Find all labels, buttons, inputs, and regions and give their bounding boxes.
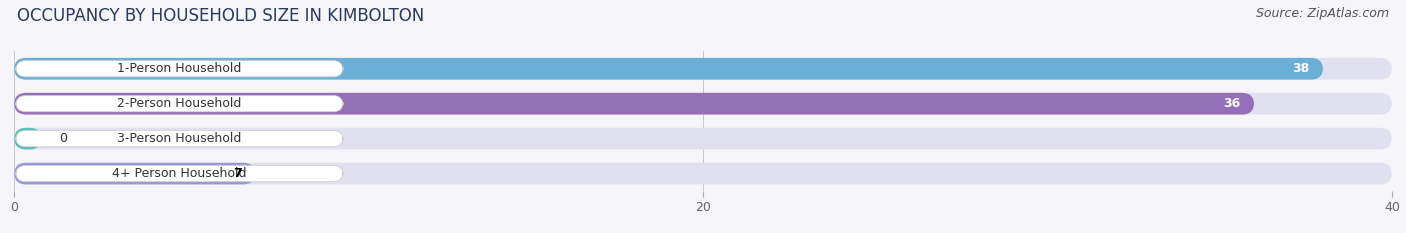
FancyBboxPatch shape bbox=[14, 128, 42, 150]
Text: 38: 38 bbox=[1292, 62, 1309, 75]
FancyBboxPatch shape bbox=[14, 128, 1392, 150]
Text: 36: 36 bbox=[1223, 97, 1240, 110]
Text: 7: 7 bbox=[232, 167, 242, 180]
FancyBboxPatch shape bbox=[14, 93, 1254, 115]
Text: 4+ Person Household: 4+ Person Household bbox=[112, 167, 246, 180]
Text: 1-Person Household: 1-Person Household bbox=[117, 62, 242, 75]
Text: 2-Person Household: 2-Person Household bbox=[117, 97, 242, 110]
Text: Source: ZipAtlas.com: Source: ZipAtlas.com bbox=[1256, 7, 1389, 20]
FancyBboxPatch shape bbox=[15, 61, 343, 77]
FancyBboxPatch shape bbox=[14, 58, 1392, 80]
FancyBboxPatch shape bbox=[15, 130, 343, 147]
FancyBboxPatch shape bbox=[14, 58, 1323, 80]
Text: 3-Person Household: 3-Person Household bbox=[117, 132, 242, 145]
FancyBboxPatch shape bbox=[15, 165, 343, 182]
FancyBboxPatch shape bbox=[14, 93, 1392, 115]
FancyBboxPatch shape bbox=[14, 163, 256, 185]
FancyBboxPatch shape bbox=[15, 96, 343, 112]
Text: 0: 0 bbox=[59, 132, 67, 145]
Text: OCCUPANCY BY HOUSEHOLD SIZE IN KIMBOLTON: OCCUPANCY BY HOUSEHOLD SIZE IN KIMBOLTON bbox=[17, 7, 425, 25]
FancyBboxPatch shape bbox=[14, 163, 1392, 185]
